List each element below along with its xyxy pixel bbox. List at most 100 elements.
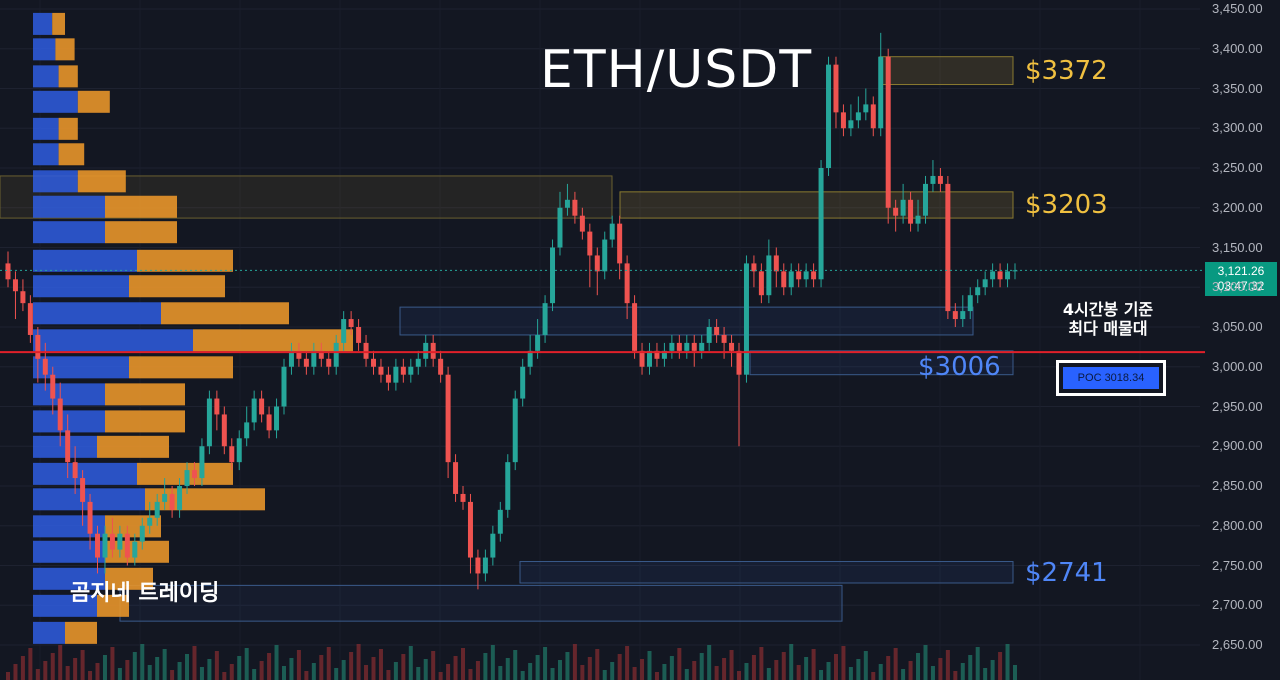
volume-bar: [535, 655, 540, 680]
candle-body: [445, 374, 451, 463]
watermark: 곰지네 트레이딩: [70, 581, 220, 606]
zone-resistance: [619, 191, 1014, 219]
poc-annotation-line1: 4시간봉 기준: [1062, 300, 1154, 319]
y-tick-label: 3,300.00: [1212, 120, 1263, 136]
volume-bar: [58, 645, 63, 680]
poc-annotation-line2: 최다 매물대: [1068, 319, 1148, 338]
volume-bar: [408, 646, 413, 680]
volume-bar: [80, 650, 85, 680]
y-tick-label: 3,250.00: [1212, 160, 1263, 175]
zone-demand-wide: [119, 584, 843, 622]
volume-bar: [364, 665, 369, 680]
volume-bar: [132, 652, 137, 680]
candle-body: [87, 501, 93, 534]
y-tick-label: 2,800.00: [1212, 517, 1263, 533]
candle-body: [12, 279, 18, 292]
volume-bar: [319, 655, 324, 680]
candle-body: [274, 406, 280, 431]
volume-profile-sell-bar: [105, 221, 177, 244]
y-tick-label: 3,450.00: [1212, 1, 1263, 16]
candle-body: [781, 271, 787, 288]
candle-body: [236, 438, 242, 463]
volume-bar: [699, 653, 704, 680]
candle-body: [982, 279, 988, 288]
last-price-tag: 3,121.26 03:47:32: [1205, 262, 1277, 296]
volume-profile-sell-bar: [65, 621, 97, 644]
volume-bar: [729, 650, 734, 680]
candle-body: [743, 263, 749, 375]
candle-body: [863, 104, 869, 113]
candle-body: [95, 533, 101, 558]
volume-profile-sell-bar: [97, 435, 169, 458]
volume-bar: [192, 646, 197, 680]
poc-label-box: POC 3018.34: [1056, 360, 1166, 396]
volume-bar: [35, 669, 40, 680]
candle-body: [602, 239, 608, 272]
volume-profile-sell-bar: [145, 488, 265, 511]
candle-body: [296, 350, 302, 359]
candle-body: [117, 533, 123, 550]
volume-bar: [446, 664, 451, 680]
volume-bar: [513, 650, 518, 680]
candle-body: [35, 334, 41, 359]
y-tick-label: 3,050.00: [1212, 319, 1263, 334]
volume-profile-buy-bar: [33, 12, 53, 35]
volume-profile-buy-bar: [33, 38, 56, 61]
candle-body: [199, 446, 205, 479]
candle-body: [579, 215, 585, 232]
volume-bar: [998, 652, 1003, 680]
candle-body: [557, 207, 563, 248]
candle-body: [520, 366, 526, 399]
volume-bar: [125, 660, 130, 680]
volume-profile-sell-bar: [105, 383, 185, 406]
volume-bar: [334, 668, 339, 680]
candle-body: [885, 56, 891, 208]
volume-profile-buy-bar: [33, 143, 59, 166]
volume-bar: [281, 666, 286, 680]
volume-bar: [6, 672, 10, 680]
level-label-3006: $3006: [918, 352, 1001, 382]
volume-bar: [214, 651, 219, 680]
volume-bar: [640, 659, 645, 680]
candle-body: [594, 255, 600, 272]
bar-countdown: 03:47:32: [1217, 279, 1265, 293]
volume-bar: [595, 649, 600, 680]
volume-bar: [453, 656, 458, 680]
candle-body: [288, 350, 294, 367]
volume-bar: [833, 654, 838, 680]
zone-resistance: [879, 56, 1014, 86]
candle-body: [259, 398, 265, 415]
volume-bar: [669, 656, 674, 680]
volume-bar: [259, 661, 264, 680]
volume-bar: [95, 663, 100, 680]
candle-body: [855, 112, 861, 121]
y-tick-label: 3,150.00: [1212, 239, 1263, 255]
volume-profile-sell-bar: [105, 515, 161, 538]
volume-bar: [960, 663, 965, 680]
volume-bar: [393, 662, 398, 680]
candle-body: [415, 358, 421, 367]
volume-bar: [155, 657, 160, 680]
volume-profile-buy-bar: [33, 90, 78, 113]
candle-body: [266, 414, 272, 431]
volume-bar: [945, 650, 950, 680]
volume-profile-buy-bar: [33, 594, 97, 617]
candle-body: [206, 398, 212, 447]
volume-bar: [13, 664, 18, 680]
volume-bar: [520, 671, 525, 680]
volume-bar: [610, 662, 615, 680]
volume-bar: [50, 653, 55, 680]
candle-body: [281, 366, 287, 407]
volume-bar: [819, 670, 824, 680]
candle-body: [811, 271, 817, 280]
candle-body: [699, 342, 705, 351]
volume-bar: [968, 655, 973, 680]
candle-body: [527, 350, 533, 367]
candle-body: [393, 366, 399, 383]
candle-body: [818, 168, 824, 280]
volume-bar: [185, 654, 190, 680]
candle-body: [363, 342, 369, 359]
candle-body: [5, 263, 11, 280]
volume-bar: [848, 667, 853, 680]
volume-bar: [617, 654, 622, 680]
